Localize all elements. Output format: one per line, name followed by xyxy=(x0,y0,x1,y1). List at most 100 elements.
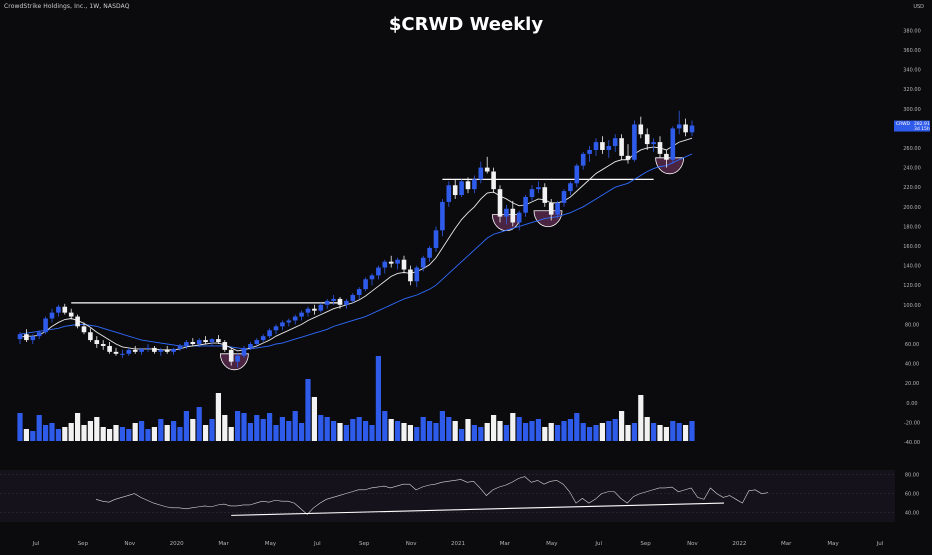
candle-body xyxy=(94,340,100,344)
candle-body xyxy=(305,308,311,313)
candle-body xyxy=(267,330,272,337)
volume-bar xyxy=(433,423,439,441)
volume-bar xyxy=(644,417,650,441)
candle-body xyxy=(433,230,439,248)
candle-body xyxy=(363,279,368,290)
candle-body xyxy=(241,347,247,356)
candle-body xyxy=(216,339,221,343)
volume-bar xyxy=(247,423,253,441)
volume-bar xyxy=(94,417,100,441)
volume-bar xyxy=(81,425,87,441)
x-tick-label: Sep xyxy=(359,541,370,547)
y-tick-label: 120.00 xyxy=(903,283,921,289)
candle-body xyxy=(145,347,151,349)
candle-body xyxy=(440,201,445,231)
volume-bar xyxy=(388,419,394,441)
volume-bar xyxy=(478,427,484,441)
volume-bar xyxy=(292,411,298,441)
x-tick-label: Mar xyxy=(500,541,511,547)
candle-body xyxy=(414,267,420,282)
volume-bar xyxy=(529,421,535,441)
volume-bar xyxy=(177,427,183,441)
x-tick-label: Jul xyxy=(313,541,321,547)
candle-body xyxy=(548,202,554,215)
candle-body xyxy=(395,259,400,264)
volume-bar xyxy=(203,425,209,441)
x-tick-label: May xyxy=(265,541,277,547)
cup-marker xyxy=(655,157,685,175)
x-tick-label: Jul xyxy=(876,541,884,547)
volume-bar xyxy=(43,425,49,441)
y-tick-label: 60.00 xyxy=(905,342,919,348)
candle-body xyxy=(420,257,426,268)
y-tick-label: 340.00 xyxy=(903,68,921,74)
volume-bar xyxy=(497,421,503,441)
volume-bar xyxy=(689,421,695,441)
y-tick-label: 200.00 xyxy=(903,205,921,211)
volume-bar xyxy=(126,429,132,441)
volume-bar xyxy=(311,397,317,441)
y-tick-label: 360.00 xyxy=(903,48,921,54)
volume-bar xyxy=(516,417,522,441)
volume-bar xyxy=(420,417,426,441)
volume-bar xyxy=(619,411,625,441)
volume-bar xyxy=(273,425,279,441)
candle-body xyxy=(260,336,266,341)
y-tick-label: -40.00 xyxy=(904,440,920,446)
candle-body xyxy=(600,142,605,150)
volume-bar xyxy=(279,417,285,441)
rsi-pane xyxy=(0,470,895,522)
volume-bar xyxy=(369,425,375,441)
volume-bar xyxy=(459,429,465,441)
volume-bar xyxy=(254,415,260,441)
volume-bar xyxy=(567,419,573,441)
candle-body xyxy=(491,171,496,190)
candle-body xyxy=(164,349,170,352)
volume-bar xyxy=(382,411,388,441)
candle-body xyxy=(248,344,253,348)
cup-marker xyxy=(219,353,249,371)
y-tick-label: 40.00 xyxy=(905,362,919,368)
candle-body xyxy=(504,208,509,217)
candle-body xyxy=(401,259,407,270)
candle-body xyxy=(472,179,477,190)
volume-bar xyxy=(305,379,311,441)
candle-body xyxy=(452,185,458,196)
chart-title: $CRWD Weekly xyxy=(388,14,544,35)
volume-bar xyxy=(548,423,554,441)
candle-body xyxy=(529,189,535,197)
volume-bar xyxy=(119,427,125,441)
volume-bar xyxy=(55,429,61,441)
candle-body xyxy=(152,347,157,352)
candle-body xyxy=(369,275,375,280)
volume-bar xyxy=(241,413,247,441)
candle-body xyxy=(644,134,650,145)
x-tick-label: 2020 xyxy=(170,541,184,547)
x-tick-label: Mar xyxy=(781,541,792,547)
candle-body xyxy=(222,342,228,350)
y-tick-label: -20.00 xyxy=(904,420,920,426)
volume-bar xyxy=(606,421,612,441)
volume-bar xyxy=(30,431,36,441)
candle-body xyxy=(107,345,112,352)
volume-bar xyxy=(593,425,599,441)
volume-bar xyxy=(100,427,106,441)
candle-body xyxy=(36,332,42,337)
x-tick-label: Nov xyxy=(124,541,135,547)
candle-body xyxy=(62,306,68,313)
volume-bar xyxy=(625,425,631,441)
volume-bar xyxy=(427,421,433,441)
last-price-symbol: CRWD xyxy=(896,121,911,127)
candle-body xyxy=(516,212,522,223)
volume-bar xyxy=(638,395,644,441)
volume-bar xyxy=(299,423,305,441)
volume-bar xyxy=(523,423,529,441)
y-tick-label: 160.00 xyxy=(903,244,921,250)
rsi-tick-label: 80.00 xyxy=(905,473,919,479)
volume-bar xyxy=(471,425,477,441)
volume-bar xyxy=(587,427,593,441)
candle-body xyxy=(606,146,612,150)
volume-bar xyxy=(107,429,113,441)
y-tick-label: 260.00 xyxy=(903,146,921,152)
candle-body xyxy=(331,298,336,301)
